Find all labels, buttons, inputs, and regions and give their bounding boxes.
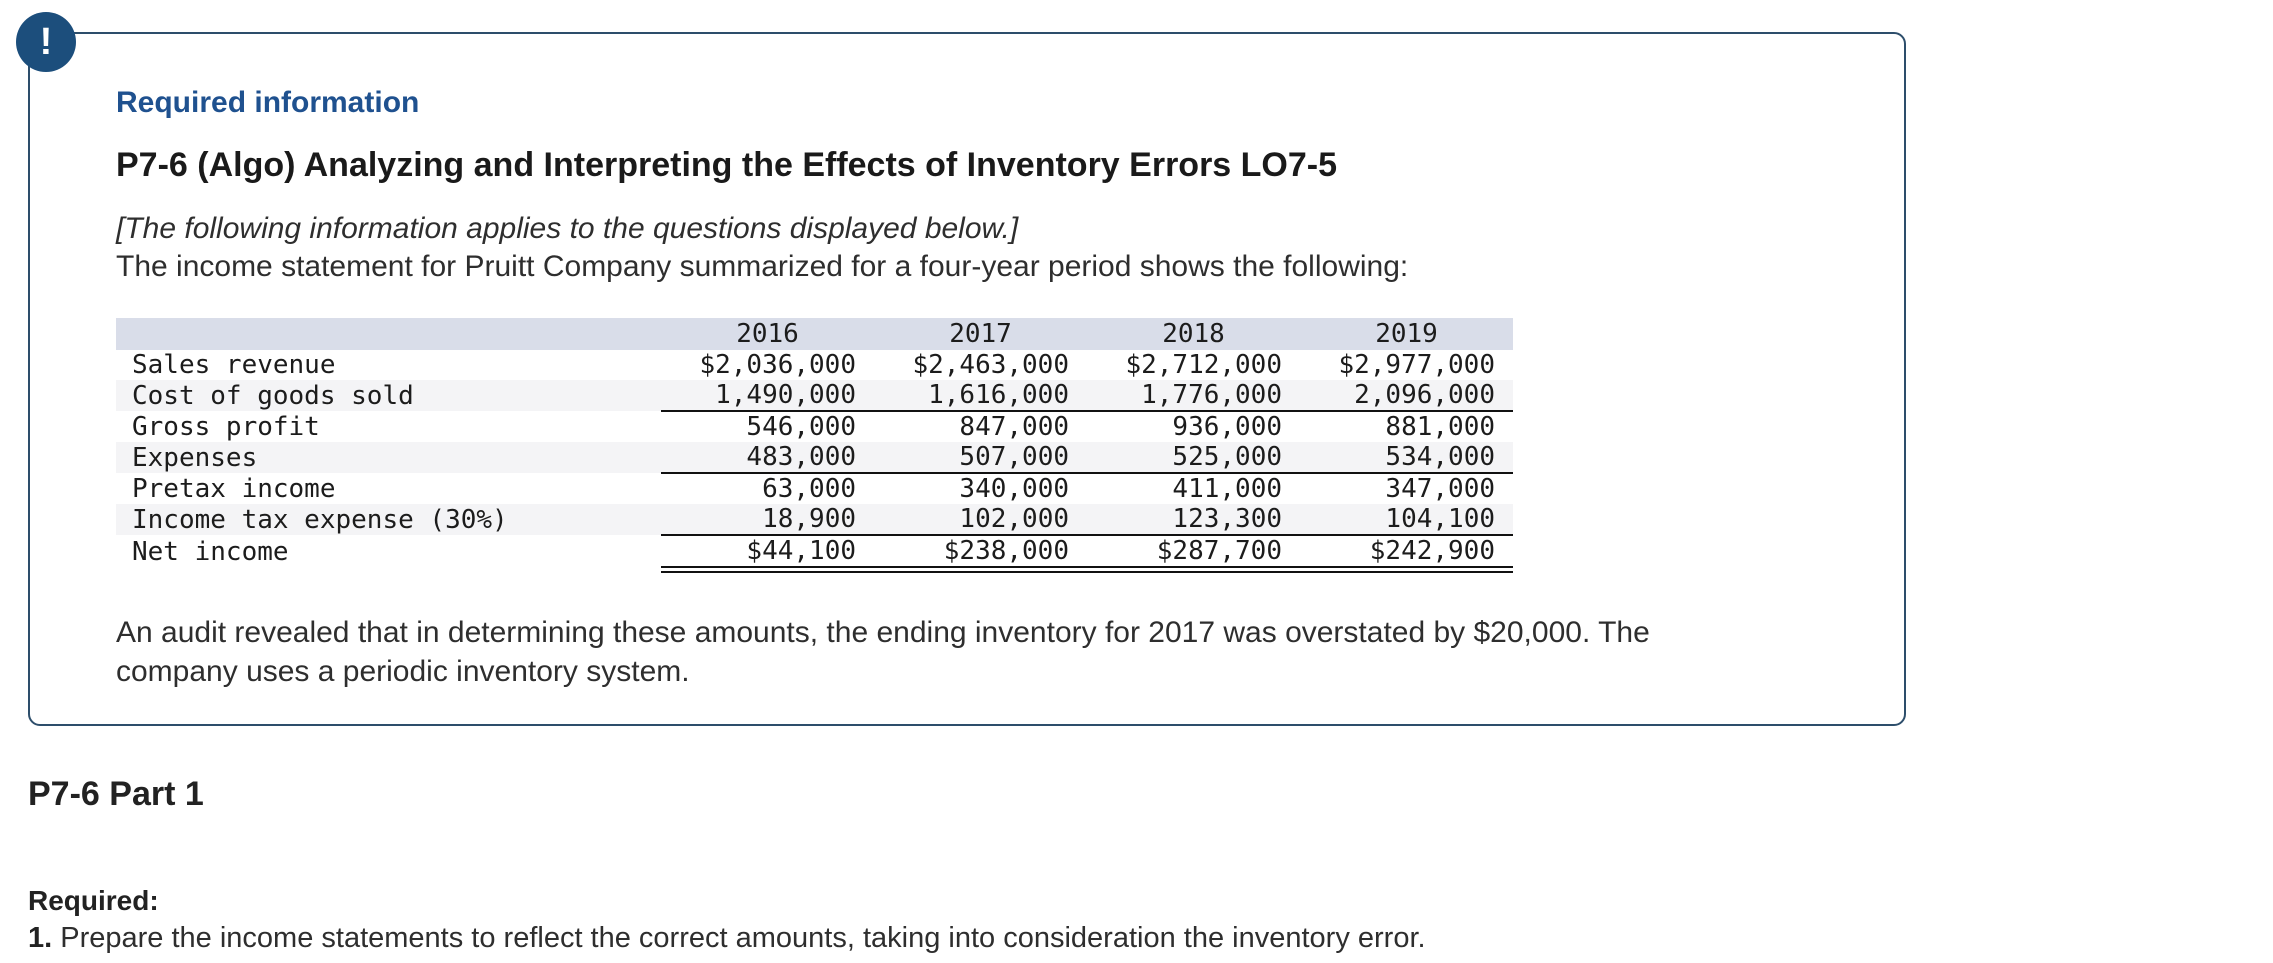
row-label: Pretax income [132, 473, 336, 504]
cell-value: $44,100 [661, 535, 874, 574]
cell-value: 411,000 [1172, 474, 1282, 505]
cell-value: 881,000 [1385, 412, 1495, 443]
cell-value: 123,300 [1087, 504, 1300, 537]
cell-value: 340,000 [959, 474, 1069, 505]
table-row: Sales revenue $2,036,000 $2,463,000 $2,712,… [116, 350, 1513, 380]
requirement-item-number: 1. [28, 922, 53, 954]
panel-content: Required information P7-6 (Algo) Analyzi… [30, 34, 1904, 691]
cell-value: $2,463,000 [912, 350, 1069, 381]
cell-value: 2,096,000 [1300, 380, 1513, 413]
cell-value: 534,000 [1300, 442, 1513, 475]
required-information-panel: Required information P7-6 (Algo) Analyzi… [28, 32, 1906, 726]
cell-value: 1,490,000 [661, 380, 874, 413]
table-row: Expenses 483,000 507,000 525,000 534,000 [116, 442, 1513, 475]
cell-value: $2,036,000 [699, 350, 856, 381]
table-row: Gross profit 546,000 847,000 936,000 881,000 [116, 411, 1513, 443]
cell-value: 483,000 [661, 442, 874, 475]
cell-value: $242,900 [1300, 535, 1513, 574]
cell-value: 104,100 [1300, 504, 1513, 537]
year-column-header: 2017 [874, 318, 1087, 351]
row-label: Gross profit [132, 411, 320, 442]
table-row: Cost of goods sold 1,490,000 1,616,000 1,77… [116, 380, 1513, 413]
requirement-item: 1. Prepare the income statements to refl… [28, 920, 1426, 956]
required-information-heading: Required information [116, 86, 420, 119]
table-row: Income tax expense (30%) 18,900 102,000 123… [116, 504, 1513, 537]
cell-value: 102,000 [874, 504, 1087, 537]
year-column-header: 2016 [661, 318, 874, 351]
row-label: Expenses [116, 442, 661, 474]
exclamation-glyph: ! [39, 21, 53, 63]
cell-value: 63,000 [762, 474, 856, 505]
required-label: Required: [28, 885, 159, 916]
intro-line: The income statement for Pruitt Company … [116, 250, 1409, 284]
applies-note: [The following information applies to th… [116, 212, 1019, 246]
part-heading: P7-6 Part 1 [28, 775, 204, 813]
row-label: Sales revenue [132, 350, 336, 381]
cell-value: 936,000 [1172, 412, 1282, 443]
cell-value: $287,700 [1087, 535, 1300, 574]
cell-value: 1,776,000 [1087, 380, 1300, 413]
year-column-header: 2019 [1300, 318, 1513, 351]
cell-value: $238,000 [874, 535, 1087, 574]
row-label: Cost of goods sold [116, 380, 661, 412]
header-label-spacer [116, 318, 661, 351]
cell-value: $2,712,000 [1125, 350, 1282, 381]
cell-value: 525,000 [1087, 442, 1300, 475]
income-statement-table: 2016 2017 2018 2019 Sales revenue $2,036,000… [116, 318, 1513, 574]
cell-value: $2,977,000 [1338, 350, 1495, 381]
exclamation-icon: ! [16, 12, 76, 72]
table-row: Net income $44,100 $238,000 $287,700 $242,90… [116, 535, 1513, 574]
cell-value: 847,000 [959, 412, 1069, 443]
year-column-header: 2018 [1087, 318, 1300, 351]
row-label: Income tax expense (30%) [116, 504, 661, 536]
cell-value: 507,000 [874, 442, 1087, 475]
table-header-row: 2016 2017 2018 2019 [116, 318, 1513, 351]
audit-note: An audit revealed that in determining th… [116, 616, 1650, 689]
cell-value: 347,000 [1385, 474, 1495, 505]
table-row: Pretax income 63,000 340,000 411,000 347,000 [116, 473, 1513, 505]
cell-value: 18,900 [661, 504, 874, 537]
problem-title: P7-6 (Algo) Analyzing and Interpreting t… [116, 146, 1338, 184]
row-label: Net income [132, 537, 289, 568]
cell-value: 546,000 [746, 412, 856, 443]
cell-value: 1,616,000 [874, 380, 1087, 413]
requirement-item-text: Prepare the income statements to reflect… [60, 922, 1426, 954]
